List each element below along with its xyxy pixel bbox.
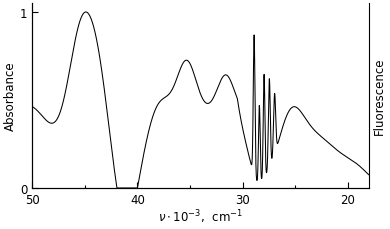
X-axis label: $\nu \cdot 10^{-3}$,  cm$^{-1}$: $\nu \cdot 10^{-3}$, cm$^{-1}$: [158, 207, 243, 225]
Y-axis label: Absorbance: Absorbance: [4, 62, 17, 131]
Y-axis label: Fluorescence: Fluorescence: [373, 57, 386, 135]
